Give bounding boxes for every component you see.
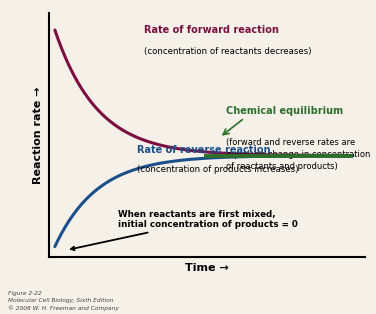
Text: (concentration of reactants decreases): (concentration of reactants decreases)	[144, 47, 311, 56]
Text: Rate of forward reaction: Rate of forward reaction	[144, 25, 279, 35]
Y-axis label: Reaction rate →: Reaction rate →	[33, 86, 43, 184]
Text: Rate of reverse reaction: Rate of reverse reaction	[137, 145, 271, 155]
Text: (forward and reverse rates are
equal, no change in concentration
of reactants an: (forward and reverse rates are equal, no…	[226, 138, 370, 171]
X-axis label: Time →: Time →	[185, 263, 229, 273]
Text: Figure 2-22
Molecular Cell Biology, Sixth Edition
© 2008 W. H. Freeman and Compa: Figure 2-22 Molecular Cell Biology, Sixt…	[8, 291, 118, 311]
Text: Chemical equilibrium: Chemical equilibrium	[226, 106, 343, 116]
Text: When reactants are first mixed,
initial concentration of products = 0: When reactants are first mixed, initial …	[71, 210, 298, 250]
Text: (concentration of products increases): (concentration of products increases)	[137, 165, 299, 174]
